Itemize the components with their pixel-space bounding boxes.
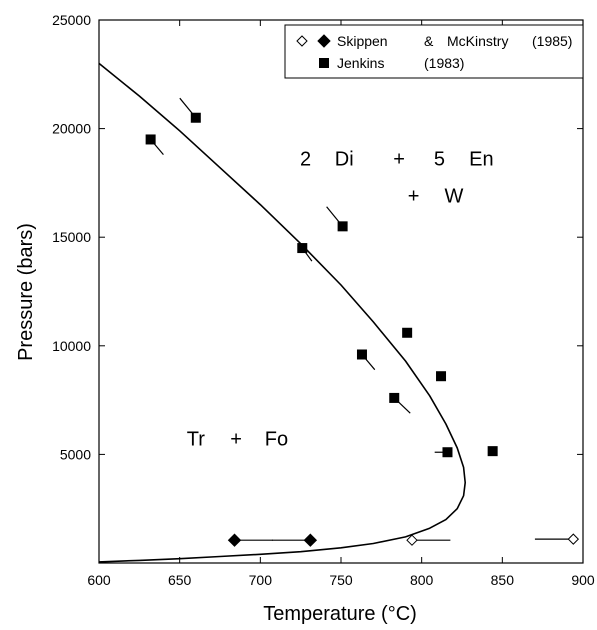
data-point-filled-square-0 xyxy=(145,134,164,156)
plot-frame xyxy=(98,19,584,564)
legend-label-ampersand: & xyxy=(424,33,434,49)
data-point-filled-square-7 xyxy=(436,371,447,382)
y-tick-label-5000: 5000 xyxy=(60,446,91,462)
square-marker xyxy=(145,134,156,145)
legend: Skippen & McKinstry (1985) Jenkins (1983… xyxy=(284,24,584,79)
y-tick-label-15000: 15000 xyxy=(52,229,91,245)
square-marker xyxy=(436,371,447,382)
x-tick-label-800: 800 xyxy=(410,572,434,588)
diamond-marker xyxy=(227,533,242,547)
annotation-2: + xyxy=(393,149,405,171)
square-marker xyxy=(356,349,367,360)
plot-border xyxy=(98,19,584,564)
annotation-layer: 2 Di +5 En + W Tr + Fo xyxy=(187,149,494,451)
y-tick-label-20000: 20000 xyxy=(52,121,91,137)
annotation-8: + xyxy=(230,429,242,451)
square-marker xyxy=(442,447,453,458)
square-marker xyxy=(487,446,498,457)
equilibrium-curve xyxy=(98,62,466,563)
annotation-9: Fo xyxy=(265,429,288,451)
data-point-filled-diamond-0 xyxy=(227,533,273,547)
open-diamond-marker xyxy=(567,533,580,545)
data-point-filled-square-1 xyxy=(179,97,201,123)
legend-box xyxy=(284,24,584,79)
data-point-filled-diamond-1 xyxy=(271,533,318,547)
square-marker xyxy=(389,392,400,403)
data-point-filled-square-6 xyxy=(389,392,411,414)
x-tick-label-850: 850 xyxy=(491,572,515,588)
legend-marker-open-diamond xyxy=(296,35,308,47)
tick-labels: 600 650 700 750 800 850 900 5000 10000 15000 20000… xyxy=(52,12,595,588)
x-tick-label-600: 600 xyxy=(87,572,111,588)
diamond-marker xyxy=(303,533,318,547)
y-axis-title: Pressure (bars) xyxy=(15,223,37,361)
x-tick-label-750: 750 xyxy=(329,572,353,588)
data-point-filled-square-8 xyxy=(434,447,453,458)
data-points-layer xyxy=(145,97,580,547)
equilibrium-curve-layer xyxy=(98,62,466,563)
x-axis-title: Temperature (°C) xyxy=(263,603,417,625)
square-marker xyxy=(337,221,348,232)
legend-label-year-1983: (1983) xyxy=(424,55,464,71)
x-tick-label-700: 700 xyxy=(249,572,273,588)
annotation-5: + xyxy=(408,185,420,207)
data-point-filled-square-4 xyxy=(402,327,413,338)
square-marker xyxy=(402,327,413,338)
annotation-4: En xyxy=(469,149,493,171)
annotation-0: 2 xyxy=(300,149,311,171)
y-tick-label-25000: 25000 xyxy=(52,12,91,28)
square-marker xyxy=(297,243,308,254)
x-tick-label-650: 650 xyxy=(168,572,192,588)
data-point-filled-square-9 xyxy=(487,446,498,457)
y-tick-label-10000: 10000 xyxy=(52,338,91,354)
annotation-3: 5 xyxy=(434,149,445,171)
data-point-filled-square-5 xyxy=(356,349,376,371)
annotation-6: W xyxy=(444,185,463,207)
data-point-open-diamond-1 xyxy=(534,533,580,545)
x-tick-label-900: 900 xyxy=(571,572,595,588)
axis-ticks xyxy=(98,19,584,563)
annotation-1: Di xyxy=(335,149,354,171)
legend-label-mckinstry: McKinstry xyxy=(447,33,508,49)
data-point-filled-square-3 xyxy=(326,206,348,232)
square-marker xyxy=(190,112,201,123)
annotation-7: Tr xyxy=(187,429,205,451)
legend-label-year-1985: (1985) xyxy=(532,33,572,49)
open-diamond-marker xyxy=(406,534,418,546)
data-point-filled-square-2 xyxy=(297,243,313,262)
data-point-open-diamond-0 xyxy=(406,534,451,546)
legend-label-skippen: Skippen xyxy=(337,33,388,49)
legend-label-jenkins: Jenkins xyxy=(337,55,384,71)
legend-marker-filled-square xyxy=(319,58,329,68)
legend-marker-filled-diamond xyxy=(317,34,331,48)
